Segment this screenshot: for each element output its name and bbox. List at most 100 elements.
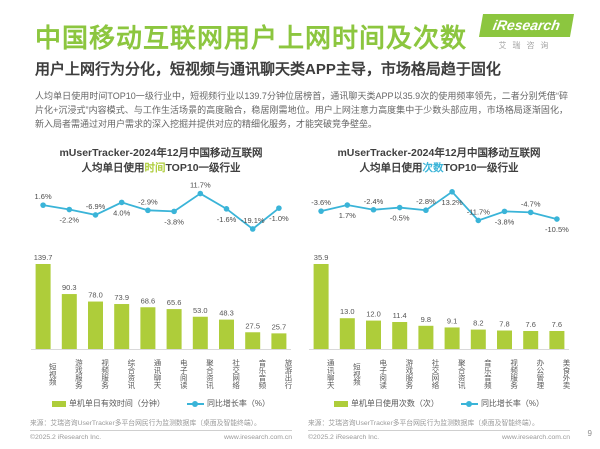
growth-value-label: 13.2% (441, 198, 463, 207)
bar-value-label: 139.7 (34, 253, 53, 262)
bar (497, 330, 512, 350)
category-label: 通讯聊天 (153, 359, 163, 390)
growth-value-label: -19.1% (241, 216, 265, 225)
bar-value-label: 13.0 (340, 308, 355, 317)
frequency-chart-legend: 单机单日使用次数（次） 同比增长率（%） (308, 398, 570, 409)
growth-point (197, 191, 204, 197)
source-note: 来源：艾瑞咨询UserTracker多平台网民行为监测数据库（桌面及智能终端）。 (308, 420, 539, 427)
frequency-chart-title-highlight: 次数 (422, 161, 444, 174)
frequency-chart-title-line2-pre: 人均单日使用 (359, 161, 423, 174)
footer: 来源：艾瑞咨询UserTracker多平台网民行为监测数据库（桌面及智能终端）。… (30, 417, 570, 441)
growth-point (171, 208, 177, 215)
growth-point (527, 209, 534, 216)
category-label: 游戏服务 (404, 359, 414, 390)
bar (35, 264, 51, 350)
growth-value-label: 1.7% (339, 211, 356, 220)
growth-value-label: 11.7% (190, 181, 211, 190)
bar-value-label: 35.9 (314, 253, 329, 262)
growth-value-label: -1.0% (269, 215, 289, 224)
growth-value-label: -4.7% (521, 200, 541, 209)
growth-value-label: -3.6% (311, 199, 331, 208)
growth-value-label: 1.6% (35, 193, 52, 202)
frequency-chart-panel: mUserTracker-2024年12月中国移动互联网 人均单日使用次数TOP… (308, 146, 572, 409)
category-label: 聚合资讯 (457, 359, 467, 390)
time-chart-title-line2-post: TOP10一级行业 (165, 161, 241, 174)
bar-value-label: 7.6 (552, 320, 562, 329)
bar (192, 317, 208, 350)
bar-value-label: 8.2 (473, 319, 483, 328)
bar (61, 294, 77, 350)
legend-line-label: 同比增长率（%） (480, 399, 545, 409)
bar (392, 322, 408, 350)
bar-value-label: 27.5 (245, 322, 260, 331)
growth-point (92, 212, 99, 219)
bar-value-label: 65.6 (167, 298, 182, 307)
category-label: 通讯聊天 (326, 359, 336, 390)
bar-value-label: 9.8 (421, 315, 431, 324)
bar (549, 331, 565, 350)
iresearch-logo: iResearch 艾瑞咨询 (479, 14, 575, 51)
slide-subtitle: 用户上网行为分化，短视频与通讯聊天类APP主导，市场格局趋于固化 (35, 61, 501, 78)
growth-point (223, 206, 230, 213)
frequency-usage-chart: 35.9 13.0 12.0 11.4 9.8 9.1 8.2 7.8 7.6 7.6 -3.6% 1… (309, 189, 569, 351)
category-label: 旅游出行 (284, 359, 294, 390)
growth-value-label: -11.7% (467, 208, 491, 217)
bar (245, 332, 261, 350)
bar (114, 304, 130, 350)
growth-point (249, 226, 256, 233)
frequency-chart-title-line2-post: TOP10一级行业 (443, 161, 519, 174)
bar (166, 309, 182, 350)
time-chart-title-line2-pre: 人均单日使用 (81, 161, 145, 174)
growth-value-label: -10.5% (545, 225, 569, 234)
bar (339, 318, 355, 350)
category-label: 短视频 (48, 363, 58, 386)
growth-value-label: -2.9% (138, 198, 158, 207)
growth-point (145, 207, 151, 214)
page-number: 9 (587, 429, 592, 438)
legend-item-bar: 单机单日有效时间（分钟） (51, 398, 165, 409)
iresearch-logo-chinese: 艾瑞咨询 (498, 41, 555, 50)
bar-value-label: 78.0 (88, 291, 103, 300)
footer-left-column: 来源：艾瑞咨询UserTracker多平台网民行为监测数据库（桌面及智能终端）。… (30, 417, 292, 441)
growth-value-label: -2.8% (416, 198, 436, 207)
bar (366, 320, 381, 350)
growth-point (554, 216, 560, 223)
line-marker-icon (460, 400, 478, 407)
bar (523, 331, 539, 350)
legend-bar-label: 单机单日使用次数（次） (350, 399, 439, 409)
website-link[interactable]: www.iresearch.com.cn (502, 434, 570, 441)
website-link[interactable]: www.iresearch.com.cn (224, 434, 292, 441)
growth-point (318, 208, 324, 215)
time-chart-panel: mUserTracker-2024年12月中国移动互联网 人均单日使用时间TOP… (30, 146, 294, 409)
growth-value-label: -3.8% (495, 218, 515, 227)
bar-value-label: 53.0 (193, 306, 208, 315)
bar-value-label: 11.4 (393, 311, 407, 320)
growth-point (118, 199, 125, 206)
bar-value-label: 73.9 (114, 293, 129, 302)
bar-value-label: 7.6 (525, 320, 535, 329)
bar (219, 319, 234, 350)
category-label: 美食外卖 (562, 359, 572, 390)
bar-value-label: 90.3 (62, 283, 77, 292)
time-usage-chart: 139.7 90.3 78.0 73.9 68.6 65.6 53.0 48.3 27.5 25.… (31, 181, 291, 351)
growth-line (42, 192, 280, 231)
bar-value-label: 68.6 (141, 297, 156, 306)
bar-value-label: 48.3 (219, 309, 234, 318)
category-label: 聚合资讯 (205, 359, 215, 390)
copyright-text: ©2025.2 iResearch Inc. (308, 434, 380, 441)
category-label: 电子阅读 (378, 359, 388, 390)
source-note: 来源：艾瑞咨询UserTracker多平台网民行为监测数据库（桌面及智能终端）。 (30, 420, 261, 427)
category-label: 办公管理 (535, 359, 545, 390)
growth-value-label: -2.4% (364, 197, 384, 206)
category-label: 视频服务 (100, 359, 110, 390)
growth-point (396, 205, 403, 211)
category-label: 社交网络 (231, 359, 241, 390)
legend-line-label: 同比增长率（%） (206, 399, 271, 409)
frequency-chart-categories: 通讯聊天 短视频 电子阅读 游戏服务 社交网络 聚合资讯 音乐音频 视频服务 办公管理 美食外卖 (308, 354, 572, 394)
growth-point (501, 208, 508, 215)
growth-point (449, 189, 455, 195)
category-label: 社交网络 (431, 359, 441, 390)
category-label: 游戏服务 (74, 359, 84, 390)
legend-item-line: 同比增长率（%） (186, 398, 271, 409)
